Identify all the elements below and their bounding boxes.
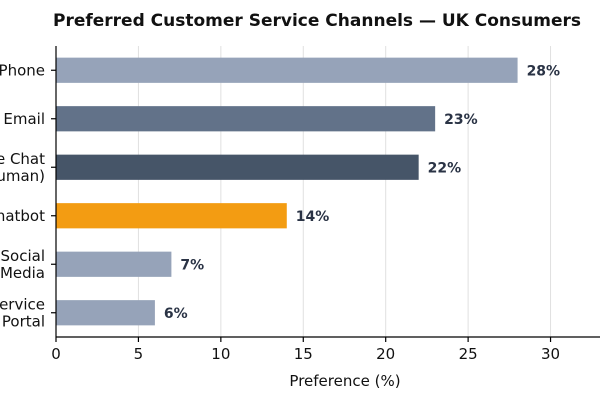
category-label-4: Social Media [0,247,45,282]
bar-3 [56,203,287,229]
x-tick-label-1: 5 [134,345,144,363]
value-label-2: 22% [428,160,462,176]
value-label-0: 28% [527,63,561,79]
grid-layer [137,46,552,337]
x-tick-label-6: 30 [541,345,560,363]
value-label-4: 7% [180,257,204,273]
bars-layer [56,57,518,326]
value-label-1: 23% [444,112,478,128]
chart-title: Preferred Customer Service Channels — UK… [53,11,581,31]
bar-2 [56,154,419,180]
x-tick-label-2: 10 [211,345,230,363]
category-label-1: Email [3,110,45,128]
bar-4 [56,251,172,277]
x-tick-label-4: 20 [376,345,395,363]
labels-layer: 28% Phone 23% Email 22% Live Chat(Human) 14% AI… [0,61,560,330]
x-tick-label-5: 25 [459,345,478,363]
value-label-3: 14% [296,209,330,225]
category-label-2: Live Chat(Human) [0,150,45,185]
bar-0 [56,57,518,83]
bar-5 [56,300,155,326]
x-tick-label-0: 0 [51,345,61,363]
axes-layer: 0 5 10 15 20 25 30 [51,46,600,363]
category-label-3: AI Chatbot [0,207,45,225]
category-label-0: Phone [0,61,45,79]
x-axis-label: Preference (%) [289,372,400,390]
x-tick-label-3: 15 [294,345,313,363]
bar-1 [56,106,436,132]
category-label-5: Self-ServicePortal [0,295,45,330]
value-label-5: 6% [164,306,188,322]
